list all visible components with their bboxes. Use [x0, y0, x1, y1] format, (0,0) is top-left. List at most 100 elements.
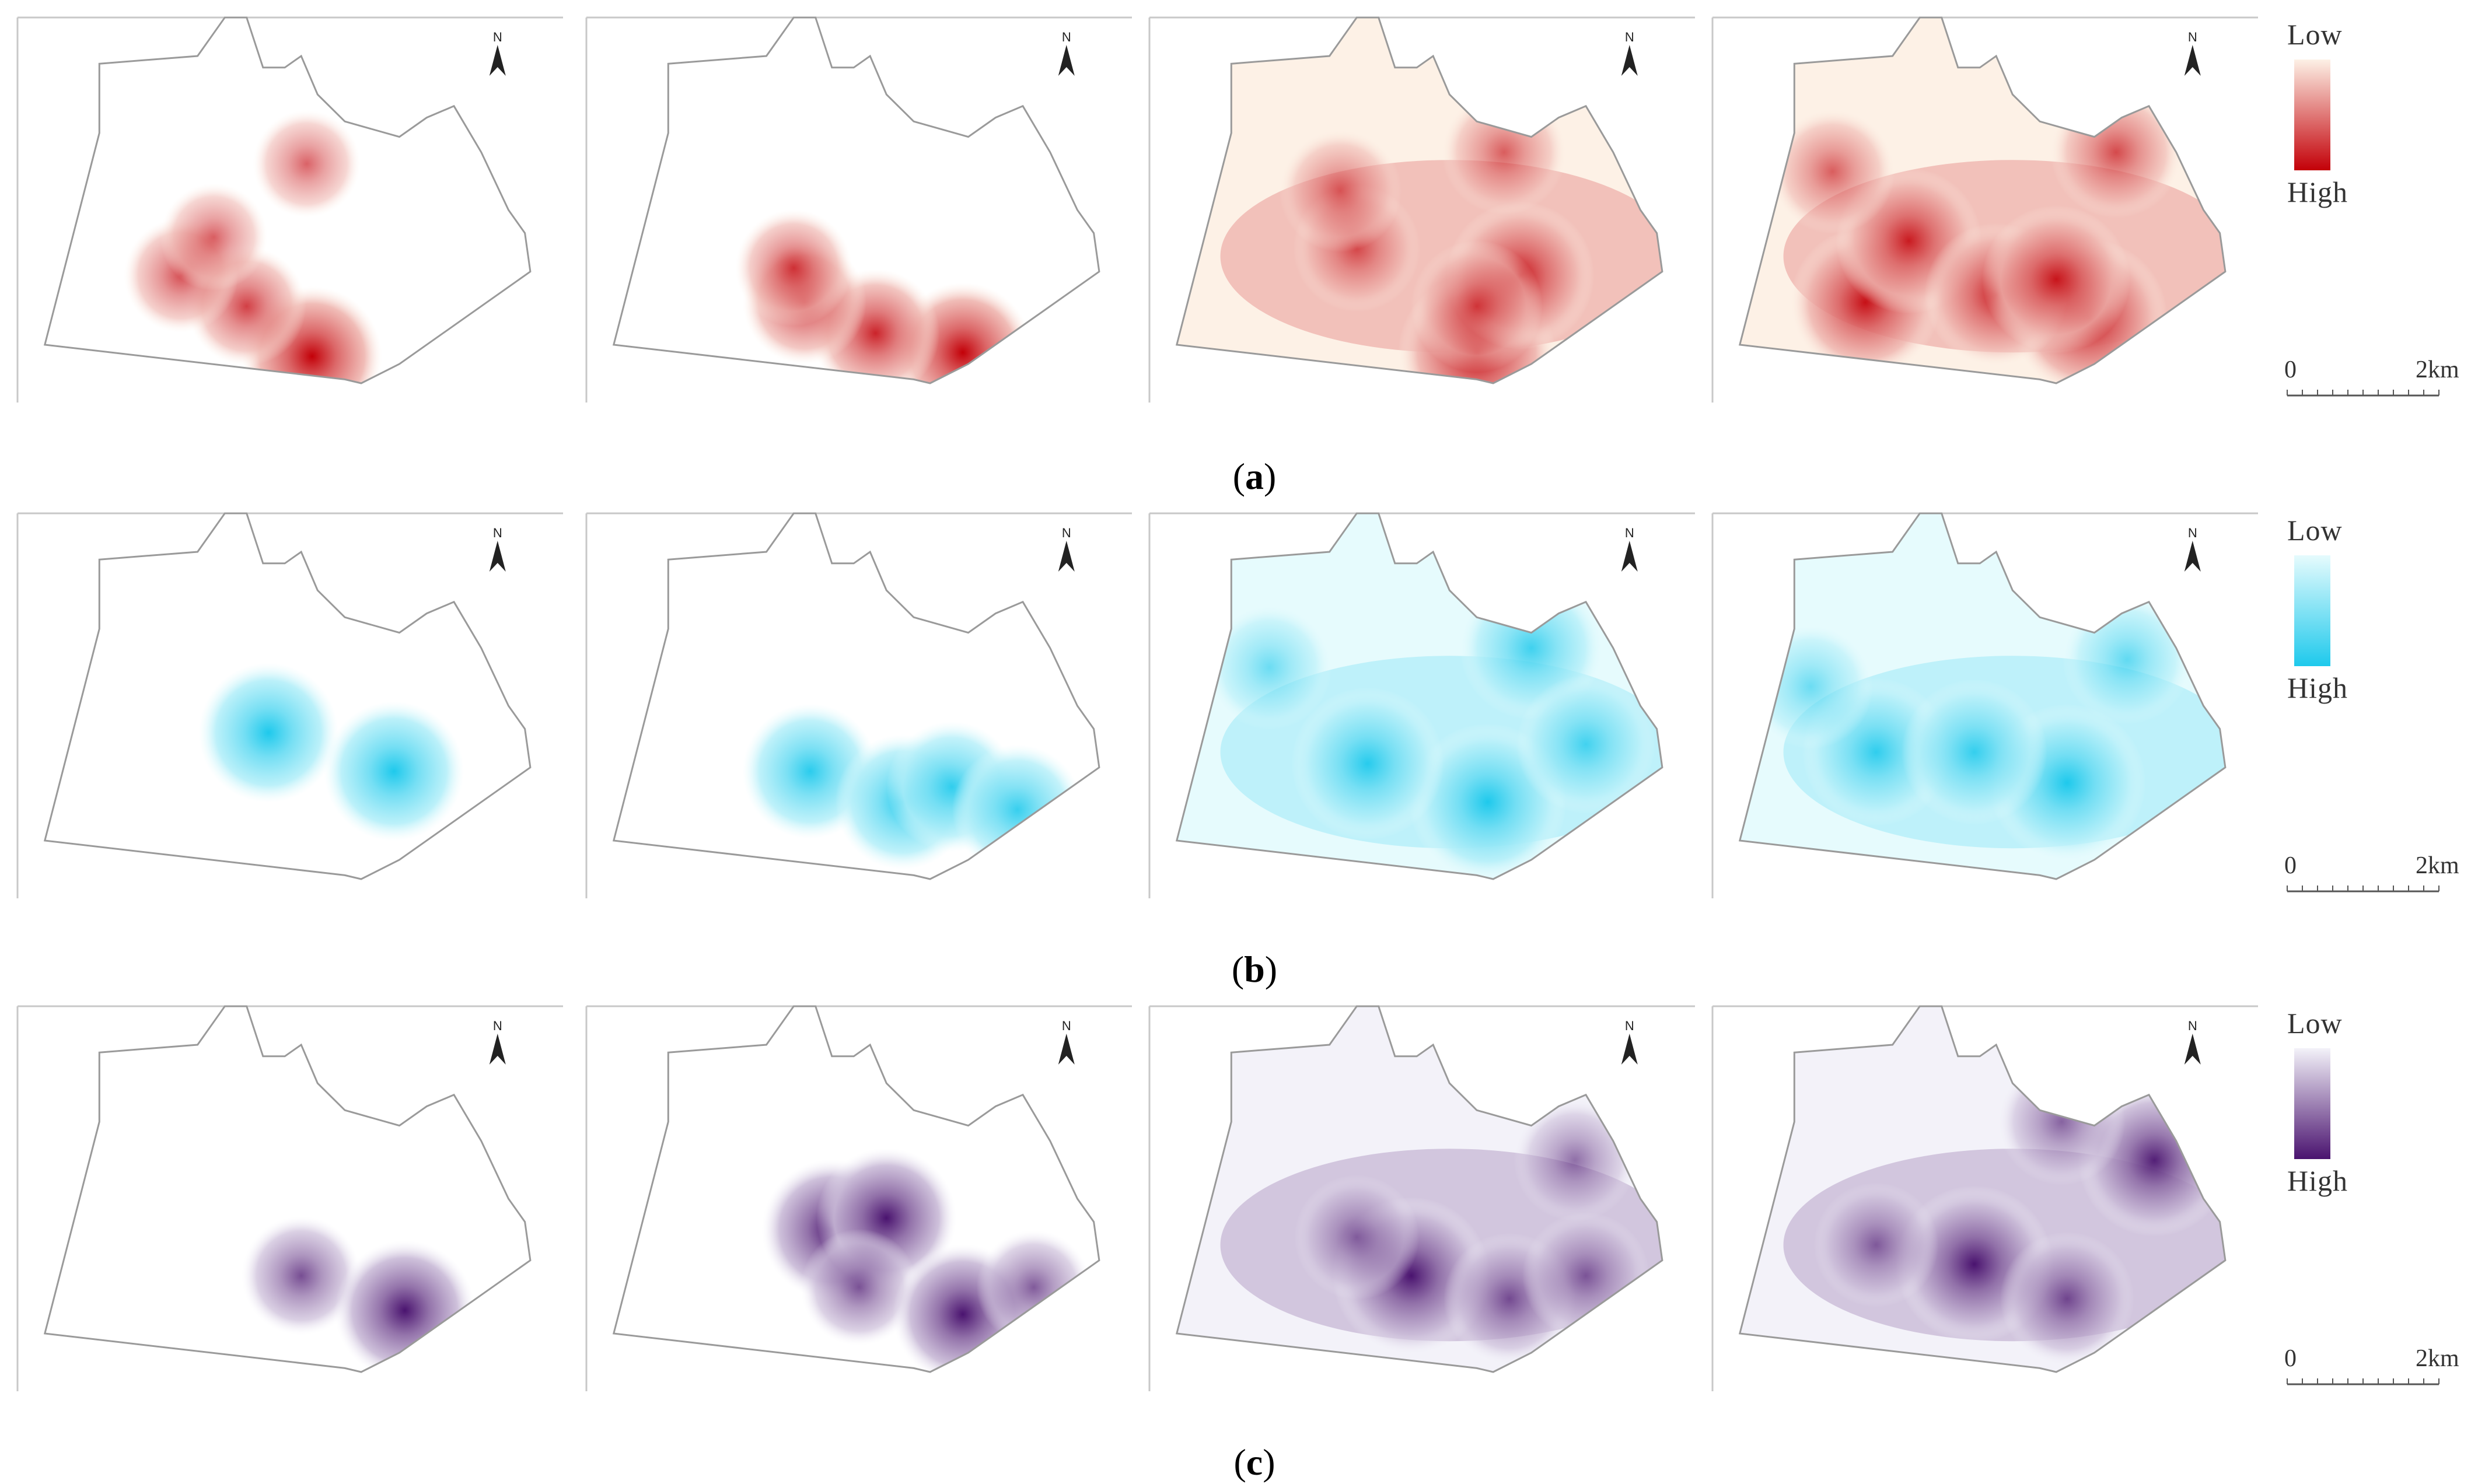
density-layer	[242, 1216, 475, 1372]
north-label: N	[1625, 526, 1634, 540]
study-area-boundary	[1175, 16, 1663, 384]
row-caption: (c)	[1233, 1441, 1275, 1483]
hotspot	[334, 1240, 475, 1372]
study-area-boundary	[43, 1005, 532, 1373]
hotspot	[1982, 205, 2131, 354]
hotspot	[735, 209, 852, 326]
map-panel: N	[1148, 512, 1695, 898]
map-panel: N	[16, 1005, 563, 1391]
north-arrow-icon	[489, 45, 506, 76]
north-label: N	[1625, 30, 1634, 44]
north-arrow-icon	[2184, 541, 2201, 572]
north-arrow-icon	[1058, 541, 1075, 572]
scale-end-label: 2km	[2416, 356, 2459, 383]
hotspot	[1514, 1099, 1637, 1222]
study-area-boundary	[1175, 512, 1663, 880]
north-label: N	[1062, 526, 1071, 540]
hotspot	[1901, 679, 2047, 825]
legend-color-bar	[2294, 555, 2330, 666]
north-arrow-icon	[1058, 45, 1075, 76]
hotspot	[242, 1216, 361, 1335]
north-label: N	[1062, 30, 1071, 44]
hotspot	[1748, 624, 1874, 749]
hotspot	[1998, 1058, 2126, 1185]
legend-high-label: High	[2287, 176, 2348, 208]
scale-start-label: 0	[2284, 356, 2297, 383]
study-area-boundary	[612, 512, 1100, 880]
hotspot	[1516, 675, 1655, 814]
study-area-boundary	[612, 16, 1100, 384]
legend-high-label: High	[2287, 671, 2348, 704]
map-panel: N	[16, 512, 563, 898]
density-layer	[742, 704, 1083, 876]
row-caption: (a)	[1232, 456, 1277, 497]
density-layer	[1176, 1006, 1662, 1372]
density-layer	[1176, 18, 1662, 383]
hotspot	[1207, 605, 1332, 730]
row-caption: (b)	[1231, 949, 1278, 990]
legend-color-bar	[2294, 1048, 2330, 1159]
density-layer	[1739, 513, 2225, 879]
north-arrow-icon	[1058, 1034, 1075, 1065]
north-label: N	[2188, 526, 2197, 540]
legend-color-bar	[2294, 60, 2330, 170]
density-layer	[761, 1148, 1091, 1372]
north-label: N	[493, 526, 502, 540]
north-arrow-icon	[2184, 45, 2201, 76]
map-panel: N	[1148, 16, 1695, 402]
density-layer	[1739, 1006, 2225, 1372]
hotspot	[1411, 240, 1543, 372]
north-arrow-icon	[489, 1034, 506, 1065]
map-panel: N	[1148, 1005, 1695, 1391]
hotspot	[1770, 109, 1895, 234]
density-layer	[124, 110, 382, 383]
map-panel: N	[1711, 16, 2258, 402]
hotspot	[976, 1230, 1091, 1345]
legend-low-label: Low	[2287, 18, 2343, 51]
north-arrow-icon	[1621, 45, 1638, 76]
hotspot	[1291, 687, 1444, 840]
density-layer	[1739, 18, 2225, 383]
north-arrow-icon	[489, 541, 506, 572]
north-arrow-icon	[2184, 1034, 2201, 1065]
hotspot	[2062, 594, 2192, 724]
hotspot	[160, 183, 268, 291]
north-label: N	[1062, 1019, 1071, 1033]
hotspot	[1813, 1182, 1939, 1308]
study-area-boundary	[612, 1005, 1100, 1373]
hotspot	[2050, 86, 2182, 218]
caption-letter: a	[1245, 456, 1264, 497]
north-arrow-icon	[1621, 541, 1638, 572]
map-panel: N	[16, 16, 563, 402]
scale-end-label: 2km	[2416, 1345, 2459, 1372]
hotspot	[952, 744, 1083, 876]
map-panel: N	[585, 512, 1132, 898]
study-area-boundary	[1738, 1005, 2227, 1373]
map-panel: N	[1711, 512, 2258, 898]
hotspot	[198, 663, 339, 803]
north-label: N	[2188, 1019, 2197, 1033]
study-area-boundary	[43, 512, 532, 880]
legend-low-label: Low	[2287, 514, 2343, 547]
north-arrow-icon	[1621, 1034, 1638, 1065]
hotspot	[801, 1228, 918, 1346]
north-label: N	[493, 30, 502, 44]
map-panel: N	[1711, 1005, 2258, 1391]
legend-high-label: High	[2287, 1164, 2348, 1197]
density-layer	[1176, 513, 1662, 879]
study-area-boundary	[1738, 16, 2227, 384]
map-panel: N	[585, 16, 1132, 402]
north-label: N	[1625, 1019, 1634, 1033]
study-area-boundary	[1175, 1005, 1663, 1373]
scale-start-label: 0	[2284, 1345, 2297, 1372]
hotspot	[1522, 1212, 1649, 1339]
hotspot	[324, 701, 464, 842]
legend-low-label: Low	[2287, 1007, 2343, 1040]
study-area-boundary	[1738, 512, 2227, 880]
north-label: N	[2188, 30, 2197, 44]
scale-start-label: 0	[2284, 852, 2297, 879]
hotspot	[1279, 130, 1402, 252]
map-panel: N	[585, 1005, 1132, 1391]
hotspot	[1294, 1175, 1420, 1300]
hotspot	[253, 110, 361, 218]
